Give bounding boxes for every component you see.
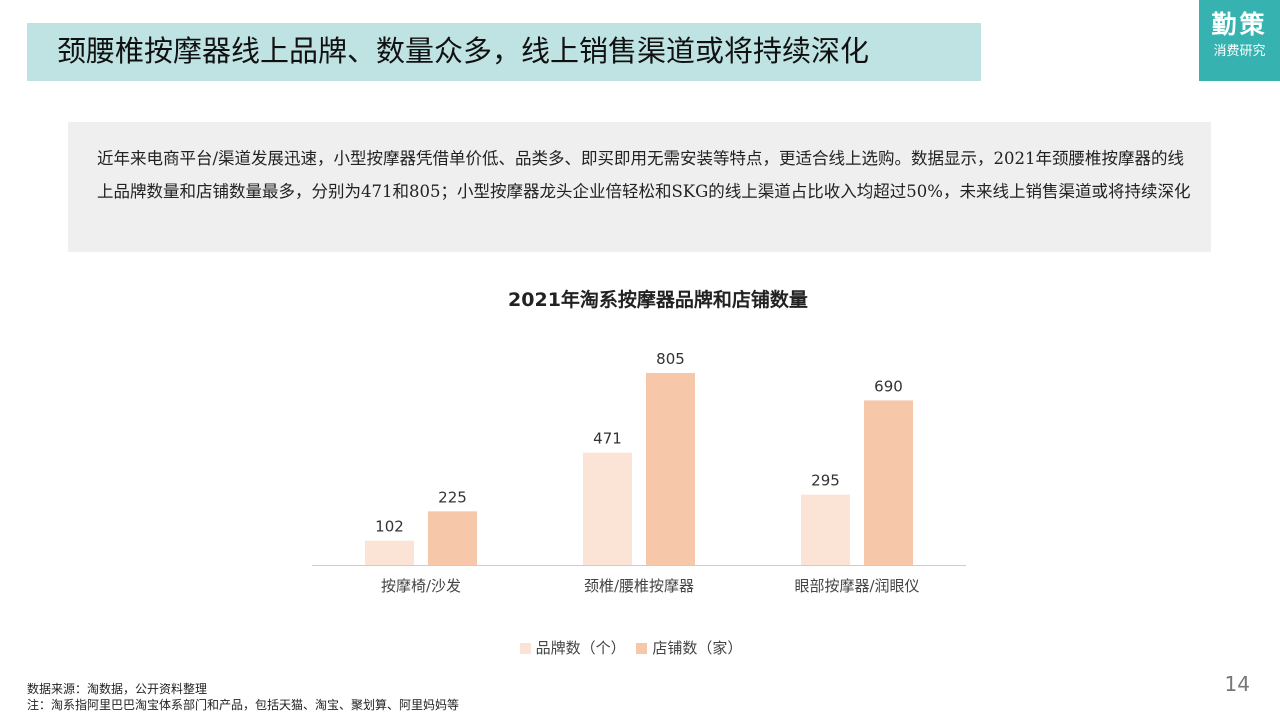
bar-brands-1 — [583, 452, 632, 565]
bar-stores-1 — [646, 373, 695, 565]
data-label-brands-0: 102 — [375, 518, 404, 536]
summary-box: 近年来电商平台/渠道发展迅速，小型按摩器凭借单价低、品类多、即买即用无需安装等特… — [68, 122, 1211, 252]
page-title: 颈腰椎按摩器线上品牌、数量众多，线上销售渠道或将持续深化 — [57, 34, 870, 68]
legend-label-brands: 品牌数（个） — [535, 639, 626, 657]
legend-label-stores: 店铺数（家） — [652, 639, 743, 657]
bar-stores-0 — [428, 511, 477, 565]
bar-brands-2 — [801, 494, 850, 565]
legend-item-stores: 店铺数（家） — [636, 637, 742, 658]
data-label-stores-2: 690 — [874, 377, 903, 395]
source-note: 数据来源：淘数据，公开资料整理 — [27, 682, 208, 696]
logo-sub-text: 消费研究 — [1213, 44, 1266, 59]
title-bar: 颈腰椎按摩器线上品牌、数量众多，线上销售渠道或将持续深化 — [27, 23, 981, 81]
summary-text: 近年来电商平台/渠道发展迅速，小型按摩器凭借单价低、品类多、即买即用无需安装等特… — [97, 149, 1191, 201]
x-tick-label-0: 按摩椅/沙发 — [381, 577, 461, 595]
chart-legend: 品牌数（个） 店铺数（家） — [0, 637, 1262, 658]
logo-main-text: 勤策 — [1211, 10, 1268, 39]
footnote: 注：淘系指阿里巴巴淘宝体系部门和产品，包括天猫、淘宝、聚划算、阿里妈妈等 — [27, 698, 460, 712]
bar-stores-2 — [864, 400, 913, 565]
data-label-brands-2: 295 — [811, 472, 840, 490]
data-label-stores-0: 225 — [438, 488, 467, 506]
data-label-brands-1: 471 — [593, 430, 622, 448]
legend-swatch-stores — [636, 643, 648, 654]
bar-brands-0 — [365, 540, 414, 565]
page-number: 14 — [1224, 672, 1250, 696]
chart-title: 2021年淘系按摩器品牌和店铺数量 — [508, 289, 808, 311]
brand-logo: 勤策 消费研究 — [1199, 0, 1280, 81]
x-tick-label-1: 颈椎/腰椎按摩器 — [584, 577, 694, 595]
legend-item-brands: 品牌数（个） — [519, 637, 626, 658]
x-tick-label-2: 眼部按摩器/润眼仪 — [794, 577, 919, 595]
data-label-stores-1: 805 — [656, 350, 685, 368]
legend-swatch-brands — [519, 643, 531, 654]
